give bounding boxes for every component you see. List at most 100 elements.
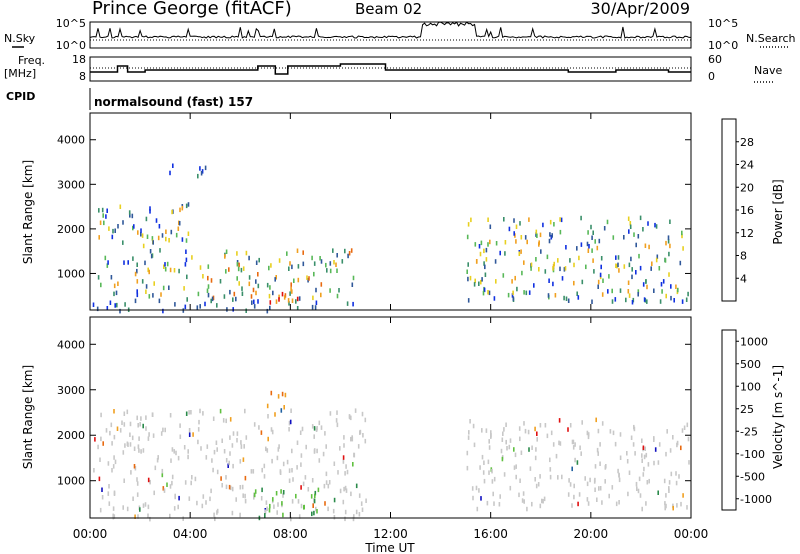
echo-cell [515,474,517,480]
freq-step-trace [90,63,691,75]
echo-cell [645,279,647,284]
echo-cell [221,483,223,488]
echo-cell [98,208,100,213]
echo-cell [587,248,590,253]
echo-cell [100,436,102,442]
echo-cell [184,262,187,267]
echo-cell [617,468,619,474]
echo-cell [261,487,263,493]
echo-cell [478,488,480,493]
echo-cell [216,447,218,452]
echo-cell [631,267,633,272]
echo-cell [210,298,212,304]
echo-cell [686,422,689,428]
echo-cell [651,261,653,266]
echo-cell [151,412,154,417]
echo-cell [102,213,104,218]
colorbar-frame [721,329,737,511]
echo-cell [601,500,603,505]
echo-cell [250,469,253,474]
echo-cell [169,267,172,273]
echo-cell [352,301,354,307]
echo-cell [211,458,213,463]
echo-cell [184,480,187,485]
echo-cell [181,205,184,211]
echo-cell [523,421,525,426]
echo-cell [99,507,102,513]
echo-cell [178,220,180,226]
echo-cell [646,299,648,304]
echo-cell [653,460,655,466]
echo-cell [133,446,136,451]
echo-cell [288,468,291,473]
echo-cell [473,282,476,287]
echo-cell [594,477,596,483]
echo-cell [238,262,240,268]
echo-cell [594,464,597,469]
echo-cell [482,290,485,296]
echo-cell [202,274,204,279]
echo-cell [136,262,138,267]
echo-cell [109,430,111,436]
echo-cell [467,435,470,440]
echo-cell [350,491,352,497]
echo-cell [487,242,489,247]
echo-cell [240,267,243,273]
echo-cell [293,278,295,283]
echo-cell [484,264,486,270]
echo-cell [197,173,199,179]
echo-cell [503,472,506,477]
echo-cell [342,455,345,460]
echo-cell [346,301,349,306]
echo-cell [530,266,532,271]
echo-cell [480,240,483,246]
echo-cell [122,505,124,510]
echo-cell [152,293,154,298]
echo-cell [303,505,305,510]
echo-cell [254,489,257,494]
echo-cell [197,427,200,432]
echo-cell [277,447,280,452]
echo-cell [144,260,146,266]
echo-cell [112,228,114,234]
echo-cell [169,484,172,489]
echo-cell [291,448,293,454]
echo-cell [360,501,363,506]
echo-cell [174,494,176,500]
echo-cell [567,298,570,303]
echo-cell [216,508,219,514]
echo-cell [169,413,172,418]
echo-cell [313,271,315,277]
echo-cell [311,304,314,310]
echo-cell [523,499,525,504]
echo-cell [163,488,166,493]
echo-cell [288,478,291,483]
echo-cell [587,501,590,506]
echo-cell [668,272,670,277]
echo-cell [642,227,644,232]
echo-cell [558,418,561,423]
echo-cell [604,479,606,484]
echo-cell [161,468,164,474]
echo-cell [252,287,255,293]
echo-cell [168,238,170,243]
echo-cell [581,279,584,285]
echo-cell [584,476,586,481]
echo-cell [252,469,255,474]
echo-cell [563,295,565,301]
echo-cell [336,422,339,428]
echo-cell [657,490,659,495]
echo-cell [258,425,260,430]
echo-cell [225,249,228,254]
echo-cell [173,449,175,454]
echo-cell [550,430,553,436]
echo-cell [239,512,241,518]
echo-cell [93,468,95,473]
echo-cell [185,411,188,416]
echo-cell [129,213,131,218]
echo-cell [604,465,607,470]
echo-cell [271,429,274,435]
echo-cell [619,432,622,437]
echo-cell [275,275,277,280]
echo-cell [119,428,122,433]
